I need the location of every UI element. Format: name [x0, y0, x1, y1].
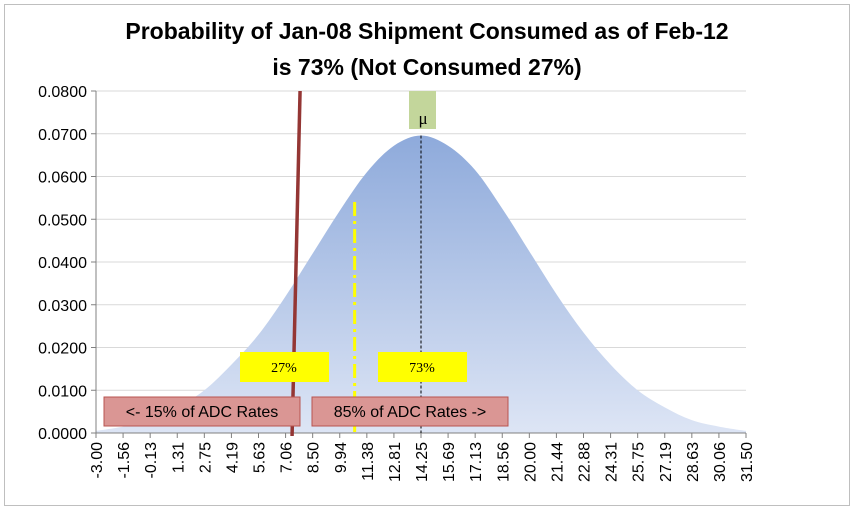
x-tick-label: 12.81: [387, 442, 404, 482]
y-tick-label: 0.0400: [38, 255, 87, 272]
mean-label: μ: [418, 109, 427, 128]
left-range-box: [103, 396, 301, 427]
x-tick-label: 20.00: [522, 442, 539, 482]
x-tick-label: 21.44: [549, 442, 566, 482]
x-tick-label: 5.63: [252, 442, 269, 473]
chart-title-line-2: is 73% (Not Consumed 27%): [272, 54, 582, 80]
y-tick-label: 0.0000: [38, 426, 87, 443]
x-tick-label: 4.19: [224, 442, 241, 473]
x-tick-label: 22.88: [577, 442, 594, 482]
y-tick-label: 0.0700: [38, 127, 87, 144]
x-tick-label: 30.06: [712, 442, 729, 482]
x-tick-label: -1.56: [116, 442, 133, 479]
x-tick-label: 18.56: [495, 442, 512, 482]
x-tick-label: 9.94: [333, 442, 350, 473]
x-tick-label: 2.75: [197, 442, 214, 473]
chart-title-line-1: Probability of Jan-08 Shipment Consumed …: [125, 18, 729, 44]
x-tick-label: -0.13: [143, 442, 160, 479]
y-tick-label: 0.0300: [38, 298, 87, 315]
x-tick-label: 24.31: [604, 442, 621, 482]
y-tick-label: 0.0200: [38, 341, 87, 358]
y-tick-label: 0.0100: [38, 383, 87, 400]
left-pct-box: [240, 352, 329, 382]
x-tick-label: 27.19: [658, 442, 675, 482]
right-range-label: 85% of ADC Rates ->: [334, 404, 487, 421]
right-pct-box: [378, 352, 467, 382]
right-range-box: [311, 396, 509, 427]
mean-label-box: [409, 91, 436, 129]
y-tick-label: 0.0500: [38, 212, 87, 229]
right-pct-label: 73%: [409, 361, 435, 376]
left-pct-label: 27%: [271, 361, 297, 376]
y-tick-label: 0.0600: [38, 170, 87, 187]
left-range-label: <- 15% of ADC Rates: [126, 404, 279, 421]
x-tick-label: -3.00: [89, 442, 106, 479]
x-tick-label: 14.25: [414, 442, 431, 482]
tick-labels: 0.0000 0.0100 0.0200 0.0300 0.0400 0.0500 0.06…: [38, 84, 756, 482]
x-tick-label: 31.50: [739, 442, 756, 482]
x-tick-label: 1.31: [170, 442, 187, 473]
x-tick-label: 8.50: [306, 442, 323, 473]
x-tick-label: 28.63: [685, 442, 702, 482]
x-tick-label: 17.13: [468, 442, 485, 482]
x-tick-label: 7.06: [279, 442, 296, 473]
x-tick-label: 11.38: [360, 442, 377, 481]
y-tick-label: 0.0800: [38, 84, 87, 101]
annotations: μ 27% 73% <- 15% of ADC Rates 85% of ADC Rat…: [103, 90, 509, 437]
x-tick-label: 15.69: [441, 442, 458, 482]
x-tick-label: 25.75: [631, 442, 648, 482]
